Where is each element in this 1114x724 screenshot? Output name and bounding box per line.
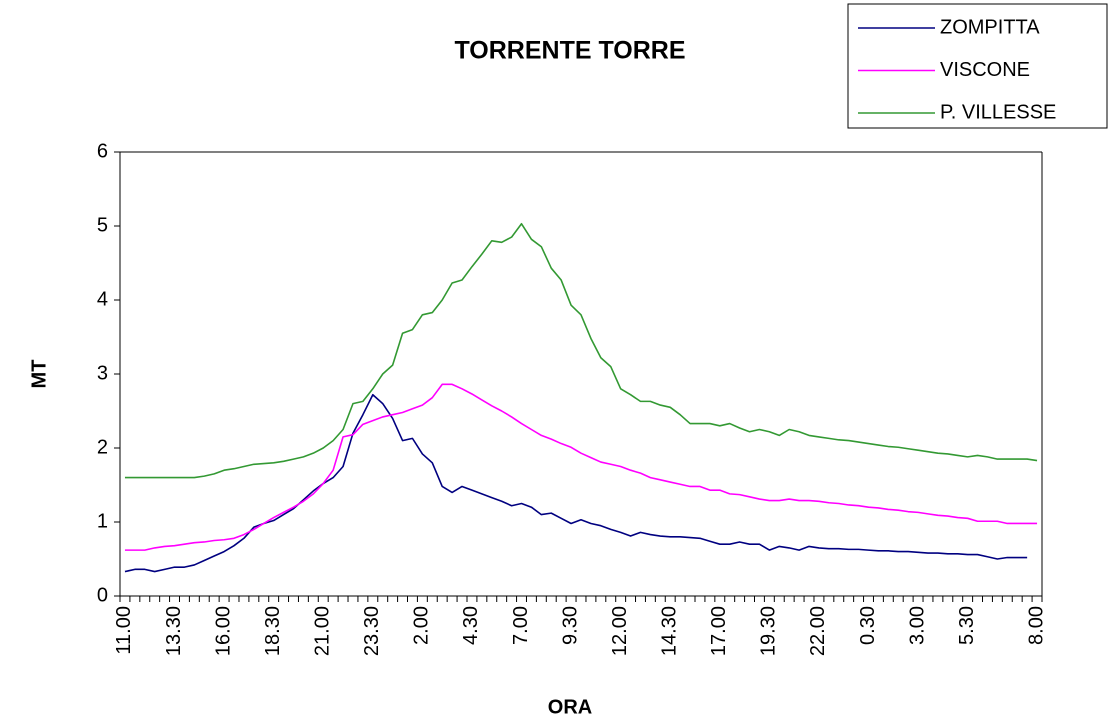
x-tick-label: 5.30 bbox=[956, 606, 978, 645]
series-line bbox=[124, 383, 1038, 551]
y-axis-label: MT bbox=[28, 360, 50, 389]
legend-box bbox=[847, 3, 1108, 129]
x-tick-label: 14.30 bbox=[659, 606, 681, 656]
x-tick-label: 2.00 bbox=[411, 606, 433, 645]
x-tick-label: 4.30 bbox=[460, 606, 482, 645]
x-tick-label: 3.00 bbox=[906, 606, 928, 645]
y-tick-label: 0 bbox=[97, 584, 108, 606]
x-tick-label: 16.00 bbox=[212, 606, 234, 656]
x-tick-label: 7.00 bbox=[510, 606, 532, 645]
x-tick-label: 13.30 bbox=[163, 606, 185, 656]
x-tick-label: 8.00 bbox=[1025, 606, 1047, 645]
x-tick-label: 0.30 bbox=[857, 606, 879, 645]
x-tick-label: 11.00 bbox=[113, 606, 135, 655]
series-line bbox=[124, 393, 1028, 573]
x-tick-label: 23.30 bbox=[361, 606, 383, 656]
y-tick-label: 4 bbox=[97, 288, 108, 310]
x-tick-label: 17.00 bbox=[708, 606, 730, 656]
legend-label: VISCONE bbox=[940, 59, 1030, 81]
legend-label: ZOMPITTA bbox=[940, 16, 1040, 38]
y-tick-label: 1 bbox=[97, 510, 108, 532]
x-tick-label: 12.00 bbox=[609, 606, 631, 656]
x-tick-label: 9.30 bbox=[559, 606, 581, 645]
y-tick-label: 5 bbox=[97, 214, 108, 236]
y-tick-label: 2 bbox=[97, 436, 108, 458]
y-tick-label: 6 bbox=[97, 140, 108, 162]
series-line bbox=[124, 222, 1038, 479]
x-tick-label: 18.30 bbox=[262, 606, 284, 656]
legend-label: P. VILLESSE bbox=[940, 101, 1056, 123]
x-axis-label: ORA bbox=[548, 696, 592, 718]
x-tick-label: 21.00 bbox=[312, 606, 334, 656]
x-tick-label: 22.00 bbox=[807, 606, 829, 656]
x-tick-label: 19.30 bbox=[758, 606, 780, 656]
chart-title: TORRENTE TORRE bbox=[454, 37, 685, 65]
y-tick-label: 3 bbox=[97, 362, 108, 384]
